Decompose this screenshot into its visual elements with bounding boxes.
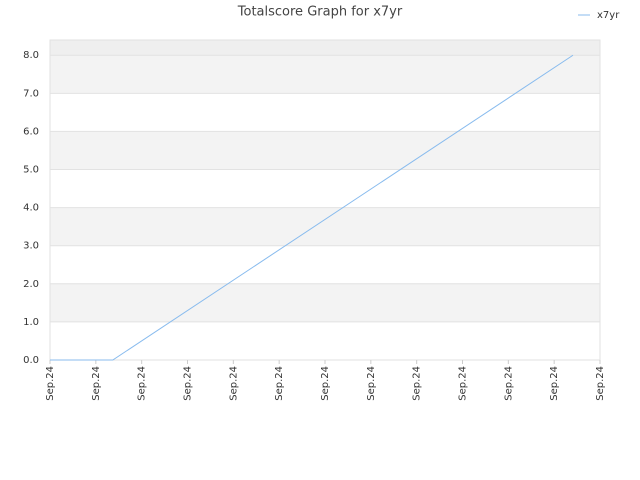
y-tick-label: 0.0 — [23, 355, 39, 366]
x-tick-label: Sep.24 — [137, 366, 148, 401]
y-tick-label: 7.0 — [23, 88, 39, 99]
x-tick-label: Sep.24 — [366, 366, 377, 401]
grid-band — [50, 245, 600, 284]
x-tick-label: Sep.24 — [458, 366, 469, 401]
x-tick-label: Sep.24 — [549, 366, 560, 401]
y-tick-label: 6.0 — [23, 126, 39, 137]
grid-band — [50, 55, 600, 94]
grid-band — [50, 207, 600, 246]
grid-band — [50, 40, 600, 56]
grid-band — [50, 93, 600, 132]
x-tick-label: Sep.24 — [595, 366, 606, 401]
y-tick-label: 1.0 — [23, 317, 39, 328]
y-tick-label: 2.0 — [23, 279, 39, 290]
legend-label: x7yr — [597, 10, 620, 21]
x-tick-label: Sep.24 — [45, 366, 56, 401]
y-tick-label: 3.0 — [23, 241, 39, 252]
x-tick-label: Sep.24 — [274, 366, 285, 401]
x-tick-label: Sep.24 — [503, 366, 514, 401]
x-tick-label: Sep.24 — [183, 366, 194, 401]
y-tick-label: 4.0 — [23, 203, 39, 214]
x-tick-label: Sep.24 — [412, 366, 423, 401]
data-line — [50, 54, 574, 361]
grid-band — [50, 283, 600, 322]
chart-title: Totalscore Graph for x7yr — [237, 5, 403, 20]
y-tick-label: 8.0 — [23, 50, 39, 61]
grid-band — [50, 321, 600, 360]
x-tick-label: Sep.24 — [320, 366, 331, 401]
x-tick-label: Sep.24 — [91, 366, 102, 401]
y-tick-label: 5.0 — [23, 165, 39, 176]
x-tick-label: Sep.24 — [228, 366, 239, 401]
grid-band — [50, 169, 600, 208]
grid-band — [50, 131, 600, 170]
